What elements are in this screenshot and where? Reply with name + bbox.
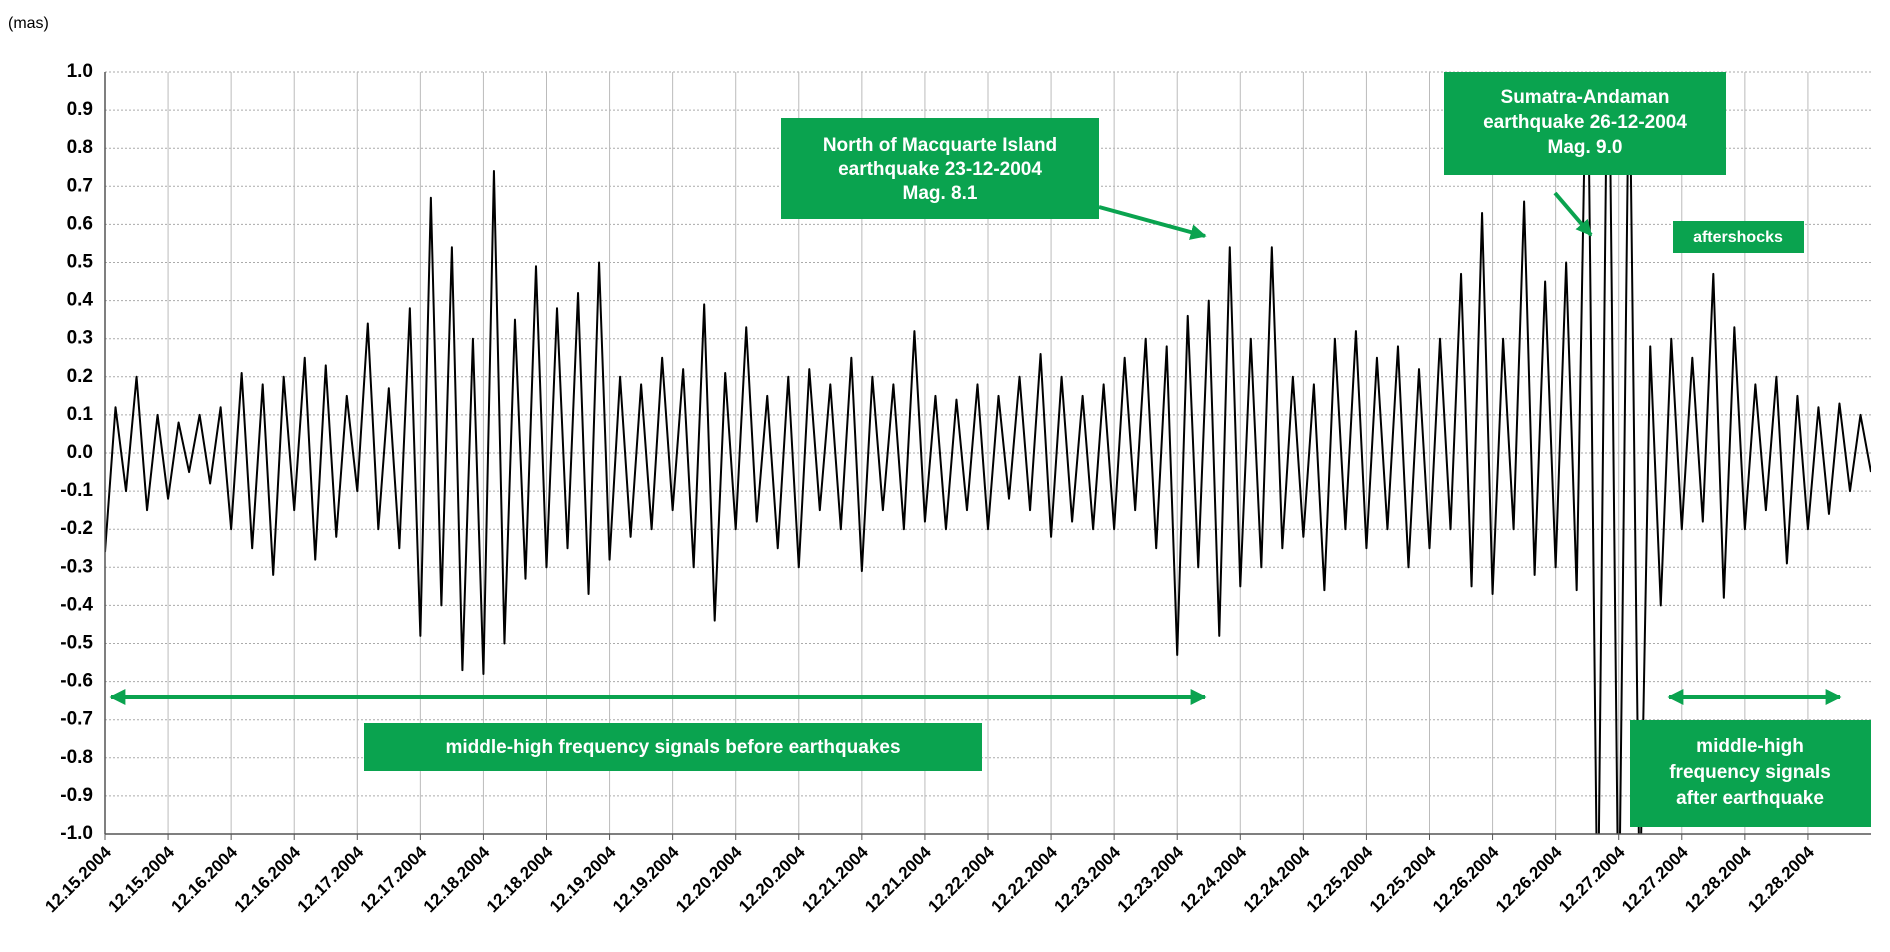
annotation: Sumatra-Andaman [1501, 87, 1670, 108]
y-tick-label: 0.5 [67, 252, 94, 273]
x-tick-label: 12.27.2004 [1618, 842, 1692, 916]
y-tick-label: -0.8 [60, 747, 93, 768]
x-tick-label: 12.26.2004 [1429, 842, 1503, 916]
annotation-box [781, 118, 1099, 219]
x-tick-label: 12.27.2004 [1555, 842, 1629, 916]
x-tick-label: 12.16.2004 [168, 842, 242, 916]
y-tick-label: 0.6 [67, 213, 93, 234]
x-tick-label: 12.20.2004 [735, 842, 809, 916]
x-tick-label: 12.15.2004 [41, 842, 115, 916]
x-tick-label: 12.25.2004 [1303, 842, 1377, 916]
x-tick-label: 12.18.2004 [483, 842, 557, 916]
y-tick-label: -0.3 [60, 556, 93, 577]
y-tick-label: -0.1 [60, 480, 93, 501]
arrow [1553, 191, 1593, 237]
x-tick-label: 12.20.2004 [672, 842, 746, 916]
y-tick-label: -0.6 [60, 671, 93, 692]
x-tick-label: 12.28.2004 [1744, 842, 1818, 916]
x-tick-label: 12.16.2004 [231, 842, 305, 916]
y-tick-label: -1.0 [60, 823, 93, 844]
annotation-box [364, 723, 982, 771]
arrow [1098, 205, 1207, 240]
x-tick-label: 12.28.2004 [1681, 842, 1755, 916]
annotation: earthquake 26-12-2004 [1483, 112, 1687, 133]
y-tick-label: 0.1 [67, 404, 94, 425]
x-tick-label: 12.18.2004 [420, 842, 494, 916]
y-tick-label: -0.5 [60, 633, 93, 654]
x-tick-label: 12.15.2004 [104, 842, 178, 916]
x-tick-label: 12.24.2004 [1177, 842, 1251, 916]
x-tick-label: 12.17.2004 [294, 842, 368, 916]
x-tick-label: 12.22.2004 [924, 842, 998, 916]
annotation: middle-high frequency signals before ear… [445, 737, 900, 758]
y-tick-label: 1.0 [67, 61, 93, 82]
x-tick-label: 12.21.2004 [861, 842, 935, 916]
annotation: North of Macquarte Island [823, 135, 1057, 156]
x-tick-label: 12.19.2004 [546, 842, 620, 916]
x-tick-label: 12.23.2004 [1114, 842, 1188, 916]
y-tick-label: 0.8 [67, 137, 93, 158]
annotation: Mag. 9.0 [1548, 137, 1623, 158]
annotation: earthquake 23-12-2004 [838, 159, 1042, 180]
x-tick-label: 12.24.2004 [1240, 842, 1314, 916]
y-tick-label: 0.2 [67, 366, 93, 387]
signal-line [105, 72, 1871, 834]
annotation-box [1444, 72, 1726, 175]
annotation: aftershocks [1693, 229, 1783, 246]
annotation: after earthquake [1676, 788, 1824, 809]
x-tick-label: 12.22.2004 [987, 842, 1061, 916]
x-tick-label: 12.26.2004 [1492, 842, 1566, 916]
annotation-box [1673, 221, 1804, 253]
x-tick-label: 12.25.2004 [1366, 842, 1440, 916]
x-tick-label: 12.19.2004 [609, 842, 683, 916]
y-tick-label: 0.9 [67, 99, 93, 120]
annotation: Mag. 8.1 [903, 183, 978, 204]
y-tick-label: -0.2 [60, 518, 93, 539]
y-tick-label: -0.9 [60, 785, 93, 806]
y-tick-label: 0.4 [67, 290, 94, 311]
y-tick-label: 0.3 [67, 328, 93, 349]
x-tick-label: 12.17.2004 [357, 842, 431, 916]
y-tick-label: -0.4 [60, 594, 93, 615]
x-tick-label: 12.21.2004 [798, 842, 872, 916]
y-tick-label: -0.7 [60, 709, 93, 730]
x-tick-label: 12.23.2004 [1051, 842, 1125, 916]
annotation-box [1630, 720, 1871, 827]
annotation: frequency signals [1669, 762, 1831, 783]
y-tick-label: 0.0 [67, 442, 93, 463]
y-tick-label: 0.7 [67, 175, 93, 196]
y-axis-label: (mas) [8, 15, 49, 32]
annotation: middle-high [1696, 736, 1804, 757]
